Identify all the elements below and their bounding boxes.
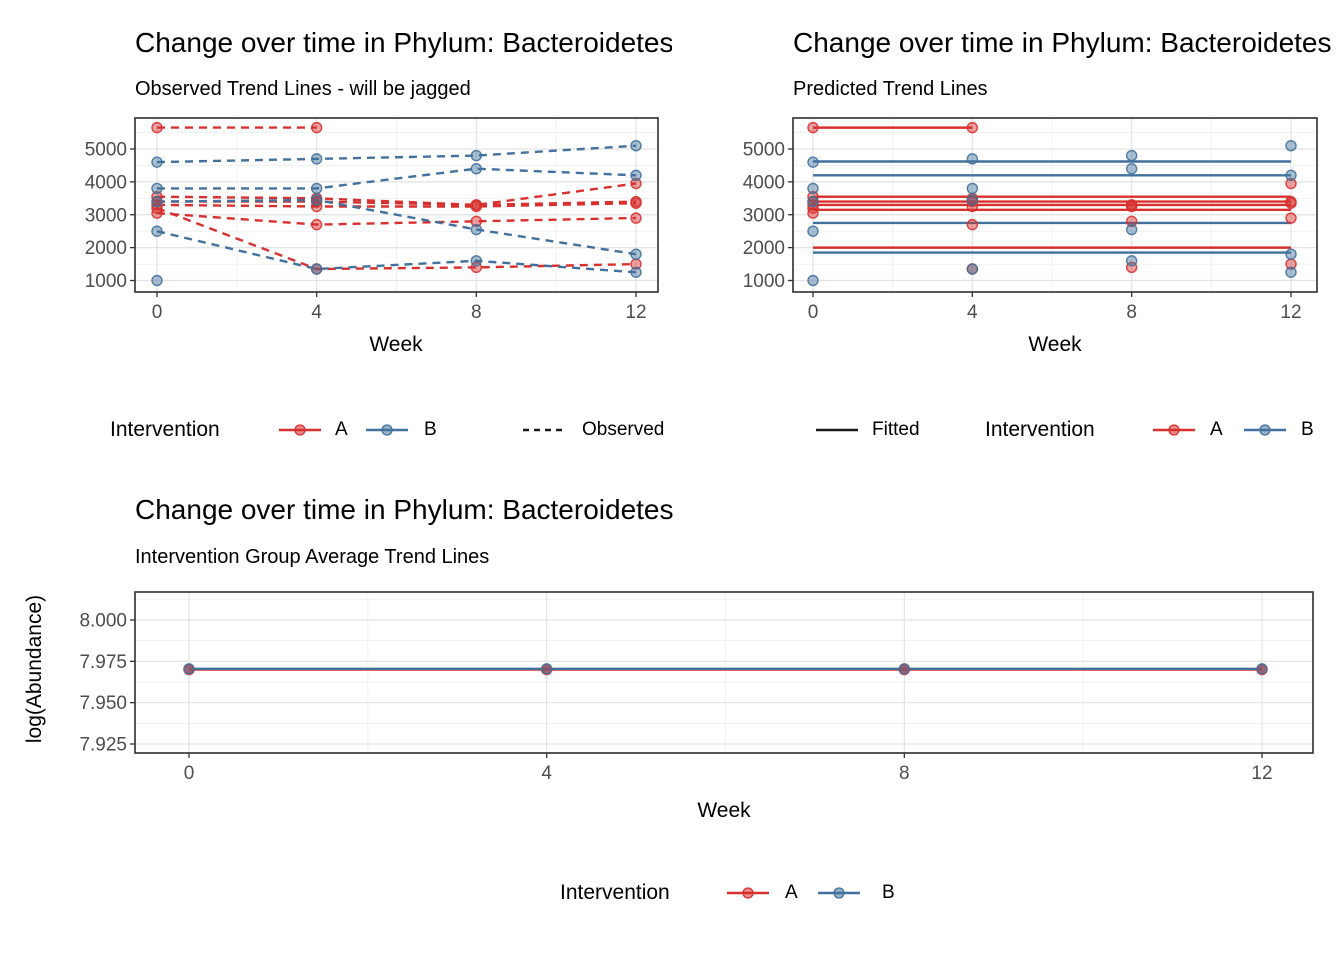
svg-text:12: 12: [625, 302, 646, 323]
svg-text:2000: 2000: [743, 238, 785, 259]
chart-group-average: 0 4 8 12 7.925 7.950 7.975 8.000: [79, 591, 1314, 785]
predicted-legend-label-linetype: Fitted: [872, 419, 920, 440]
svg-text:4: 4: [541, 763, 552, 784]
svg-text:7.975: 7.975: [79, 652, 127, 673]
svg-text:8: 8: [899, 763, 910, 784]
fitted-lines: [813, 126, 1291, 254]
svg-text:1000: 1000: [85, 271, 127, 292]
panel-border: [134, 591, 1314, 754]
average-legend: Intervention A B: [0, 877, 1344, 909]
svg-text:0: 0: [808, 302, 819, 323]
data-points: [151, 121, 642, 287]
legend-key-a-icon: [725, 884, 771, 902]
data-points: [183, 663, 1268, 676]
legend-key-fitted-icon: [814, 421, 860, 439]
axes-group-average: 0 4 8 12 7.925 7.950 7.975 8.000: [79, 611, 1272, 785]
predicted-chart-title: Change over time in Phylum: Bacteroidete…: [793, 27, 1332, 58]
predicted-legend-label-b: B: [1301, 419, 1314, 440]
predicted-x-axis-title: Week: [1028, 333, 1082, 356]
svg-text:7.950: 7.950: [79, 693, 127, 714]
data-points: [807, 121, 1297, 287]
svg-text:8.000: 8.000: [79, 611, 127, 632]
trend-lines: [156, 126, 637, 274]
legend-key-b-icon: [1242, 421, 1288, 439]
predicted-legend: Fitted Intervention A B: [672, 414, 1344, 446]
gridlines-group-average: [135, 592, 1313, 753]
observed-legend-title: Intervention: [110, 418, 220, 441]
svg-text:4000: 4000: [743, 172, 785, 193]
svg-text:7.925: 7.925: [79, 734, 127, 755]
svg-text:8: 8: [471, 302, 482, 323]
observed-chart-title: Change over time in Phylum: Bacteroidete…: [135, 27, 672, 58]
legend-key-a-icon: [277, 421, 323, 439]
legend-key-observed-icon: [521, 421, 567, 439]
legend-key-b-icon: [364, 421, 410, 439]
svg-text:5000: 5000: [85, 140, 127, 161]
observed-legend: Intervention A B Observed: [0, 414, 672, 446]
trend-lines: [189, 667, 1262, 671]
axes-observed: 0 4 8 12 1000 2000 3000 4000 5000: [85, 140, 647, 324]
chart-predicted: 0 4 8 12 1000 2000 3000 4000 5000: [743, 117, 1318, 324]
legend-key-b-icon: [816, 884, 862, 902]
chart-observed: 0 4 8 12 1000 2000 3000 4000 5000: [85, 117, 659, 324]
svg-text:12: 12: [1251, 763, 1272, 784]
panel-border: [792, 117, 1318, 293]
predicted-legend-title: Intervention: [985, 418, 1095, 441]
observed-chart-subtitle: Observed Trend Lines - will be jagged: [135, 78, 471, 100]
observed-legend-label-a: A: [335, 419, 348, 440]
svg-text:0: 0: [184, 763, 195, 784]
legend-key-a-icon: [1151, 421, 1197, 439]
observed-x-axis-title: Week: [369, 333, 423, 356]
svg-text:5000: 5000: [743, 140, 785, 161]
svg-text:2000: 2000: [85, 238, 127, 259]
predicted-chart-subtitle: Predicted Trend Lines: [793, 78, 988, 100]
average-chart-subtitle: Intervention Group Average Trend Lines: [135, 546, 490, 568]
svg-text:8: 8: [1126, 302, 1137, 323]
observed-legend-label-linetype: Observed: [582, 419, 665, 440]
svg-text:1000: 1000: [743, 271, 785, 292]
svg-text:4000: 4000: [85, 172, 127, 193]
svg-text:3000: 3000: [743, 205, 785, 226]
observed-legend-label-b: B: [424, 419, 437, 440]
average-x-axis-title: Week: [697, 799, 751, 822]
svg-text:4: 4: [967, 302, 978, 323]
panel-border: [134, 117, 659, 293]
average-chart-title: Change over time in Phylum: Bacteroidete…: [135, 494, 674, 525]
svg-text:3000: 3000: [85, 205, 127, 226]
average-legend-label-b: B: [882, 882, 895, 903]
svg-text:12: 12: [1280, 302, 1301, 323]
average-legend-label-a: A: [785, 882, 798, 903]
svg-text:4: 4: [311, 302, 322, 323]
average-legend-title: Intervention: [560, 881, 670, 904]
axes-predicted: 0 4 8 12 1000 2000 3000 4000 5000: [743, 140, 1302, 324]
predicted-legend-label-a: A: [1210, 419, 1223, 440]
svg-text:0: 0: [152, 302, 163, 323]
average-y-axis-title: log(Abundance): [23, 594, 46, 744]
